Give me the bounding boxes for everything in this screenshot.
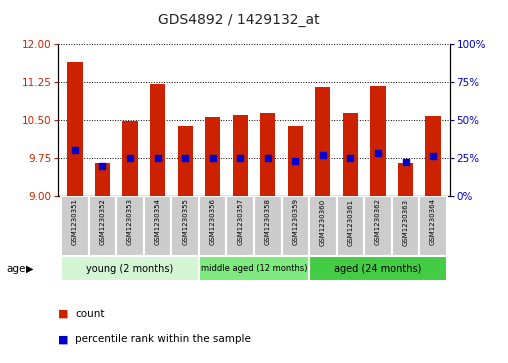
Text: GSM1230351: GSM1230351 <box>72 199 78 245</box>
Bar <box>199 196 227 256</box>
Text: young (2 months): young (2 months) <box>86 264 174 274</box>
Text: GSM1230362: GSM1230362 <box>375 199 381 245</box>
Text: GSM1230355: GSM1230355 <box>182 199 188 245</box>
Bar <box>227 196 254 256</box>
Bar <box>419 196 447 256</box>
Bar <box>116 196 144 256</box>
Text: GSM1230357: GSM1230357 <box>237 199 243 245</box>
Bar <box>343 113 358 196</box>
Text: GSM1230356: GSM1230356 <box>210 199 216 245</box>
Text: ■: ■ <box>58 334 69 344</box>
Text: age: age <box>6 264 25 274</box>
Point <box>429 154 437 159</box>
Bar <box>260 113 275 196</box>
Point <box>71 147 79 153</box>
Text: count: count <box>75 309 105 319</box>
Bar <box>281 196 309 256</box>
Text: GSM1230353: GSM1230353 <box>127 199 133 245</box>
Point <box>374 150 382 156</box>
Bar <box>95 163 110 196</box>
Bar <box>398 163 413 196</box>
Bar <box>199 256 309 281</box>
Point <box>264 155 272 161</box>
Text: GSM1230354: GSM1230354 <box>154 199 161 245</box>
Point <box>126 155 134 161</box>
Text: GSM1230360: GSM1230360 <box>320 199 326 245</box>
Bar <box>315 87 330 196</box>
Point <box>99 163 107 168</box>
Text: GSM1230364: GSM1230364 <box>430 199 436 245</box>
Point <box>209 155 217 161</box>
Text: GSM1230359: GSM1230359 <box>292 199 298 245</box>
Bar <box>288 126 303 196</box>
Point <box>346 155 355 161</box>
Point <box>153 155 162 161</box>
Bar <box>122 121 138 196</box>
Text: GDS4892 / 1429132_at: GDS4892 / 1429132_at <box>158 13 320 27</box>
Bar <box>171 196 199 256</box>
Text: middle aged (12 months): middle aged (12 months) <box>201 264 307 273</box>
Bar <box>89 196 116 256</box>
Bar <box>61 256 199 281</box>
Text: ■: ■ <box>58 309 69 319</box>
Bar <box>337 196 364 256</box>
Bar <box>205 117 220 196</box>
Text: GSM1230363: GSM1230363 <box>402 199 408 245</box>
Point <box>401 160 409 166</box>
Bar <box>364 196 392 256</box>
Text: GSM1230361: GSM1230361 <box>347 199 354 245</box>
Bar <box>254 196 281 256</box>
Bar <box>309 256 447 281</box>
Bar <box>61 196 89 256</box>
Point <box>291 158 299 164</box>
Bar <box>178 126 193 196</box>
Bar <box>144 196 171 256</box>
Text: GSM1230352: GSM1230352 <box>100 199 106 245</box>
Text: ▶: ▶ <box>26 264 34 274</box>
Point <box>181 155 189 161</box>
Bar <box>426 116 440 196</box>
Bar <box>309 196 337 256</box>
Point <box>236 155 244 161</box>
Bar <box>150 84 165 196</box>
Bar <box>370 86 386 196</box>
Text: percentile rank within the sample: percentile rank within the sample <box>75 334 251 344</box>
Bar <box>392 196 419 256</box>
Bar <box>68 62 82 196</box>
Text: GSM1230358: GSM1230358 <box>265 199 271 245</box>
Bar <box>233 115 248 196</box>
Point <box>319 152 327 158</box>
Text: aged (24 months): aged (24 months) <box>334 264 422 274</box>
